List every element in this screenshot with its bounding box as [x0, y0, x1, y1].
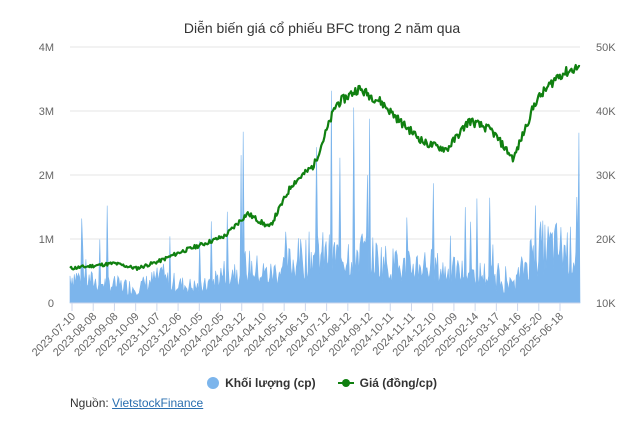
price-line — [69, 63, 581, 271]
chart-plot: 0 1M 2M 3M 4M 10K 20K 30K 40K 50K 2023-07-102023… — [30, 42, 616, 359]
legend-item-price[interactable]: Giá (đồng/cp) — [337, 376, 437, 390]
right-tick-label: 30K — [596, 170, 616, 182]
left-tick-label: 1M — [39, 234, 54, 246]
legend-price-label: Giá (đồng/cp) — [359, 376, 437, 390]
right-tick-label: 50K — [596, 42, 616, 54]
left-tick-label: 4M — [39, 42, 54, 54]
source-note: Nguồn: VietstockFinance — [70, 396, 203, 410]
volume-bars — [69, 90, 581, 304]
legend-item-volume[interactable]: Khối lượng (cp) — [207, 376, 316, 390]
left-tick-label: 0 — [48, 298, 54, 310]
chart-title: Diễn biến giá cổ phiếu BFC trong 2 năm q… — [183, 20, 461, 36]
left-axis-ticks: 0 1M 2M 3M 4M — [39, 42, 54, 310]
left-tick-label: 3M — [39, 106, 54, 118]
circle-icon — [207, 377, 220, 389]
right-tick-label: 40K — [596, 106, 616, 118]
right-axis-ticks: 10K 20K 30K 40K 50K — [596, 42, 616, 310]
legend: Khối lượng (cp) Giá (đồng/cp) — [0, 376, 644, 390]
source-prefix: Nguồn: — [70, 396, 109, 410]
x-axis-ticks: 2023-07-102023-08-082023-09-082023-10-09… — [30, 303, 566, 359]
legend-volume-label: Khối lượng (cp) — [225, 376, 316, 390]
right-tick-label: 20K — [596, 234, 616, 246]
gridlines — [70, 46, 580, 240]
right-tick-label: 10K — [596, 298, 616, 310]
source-link[interactable]: VietstockFinance — [112, 396, 204, 410]
line-marker-icon — [337, 379, 354, 387]
left-tick-label: 2M — [39, 170, 54, 182]
